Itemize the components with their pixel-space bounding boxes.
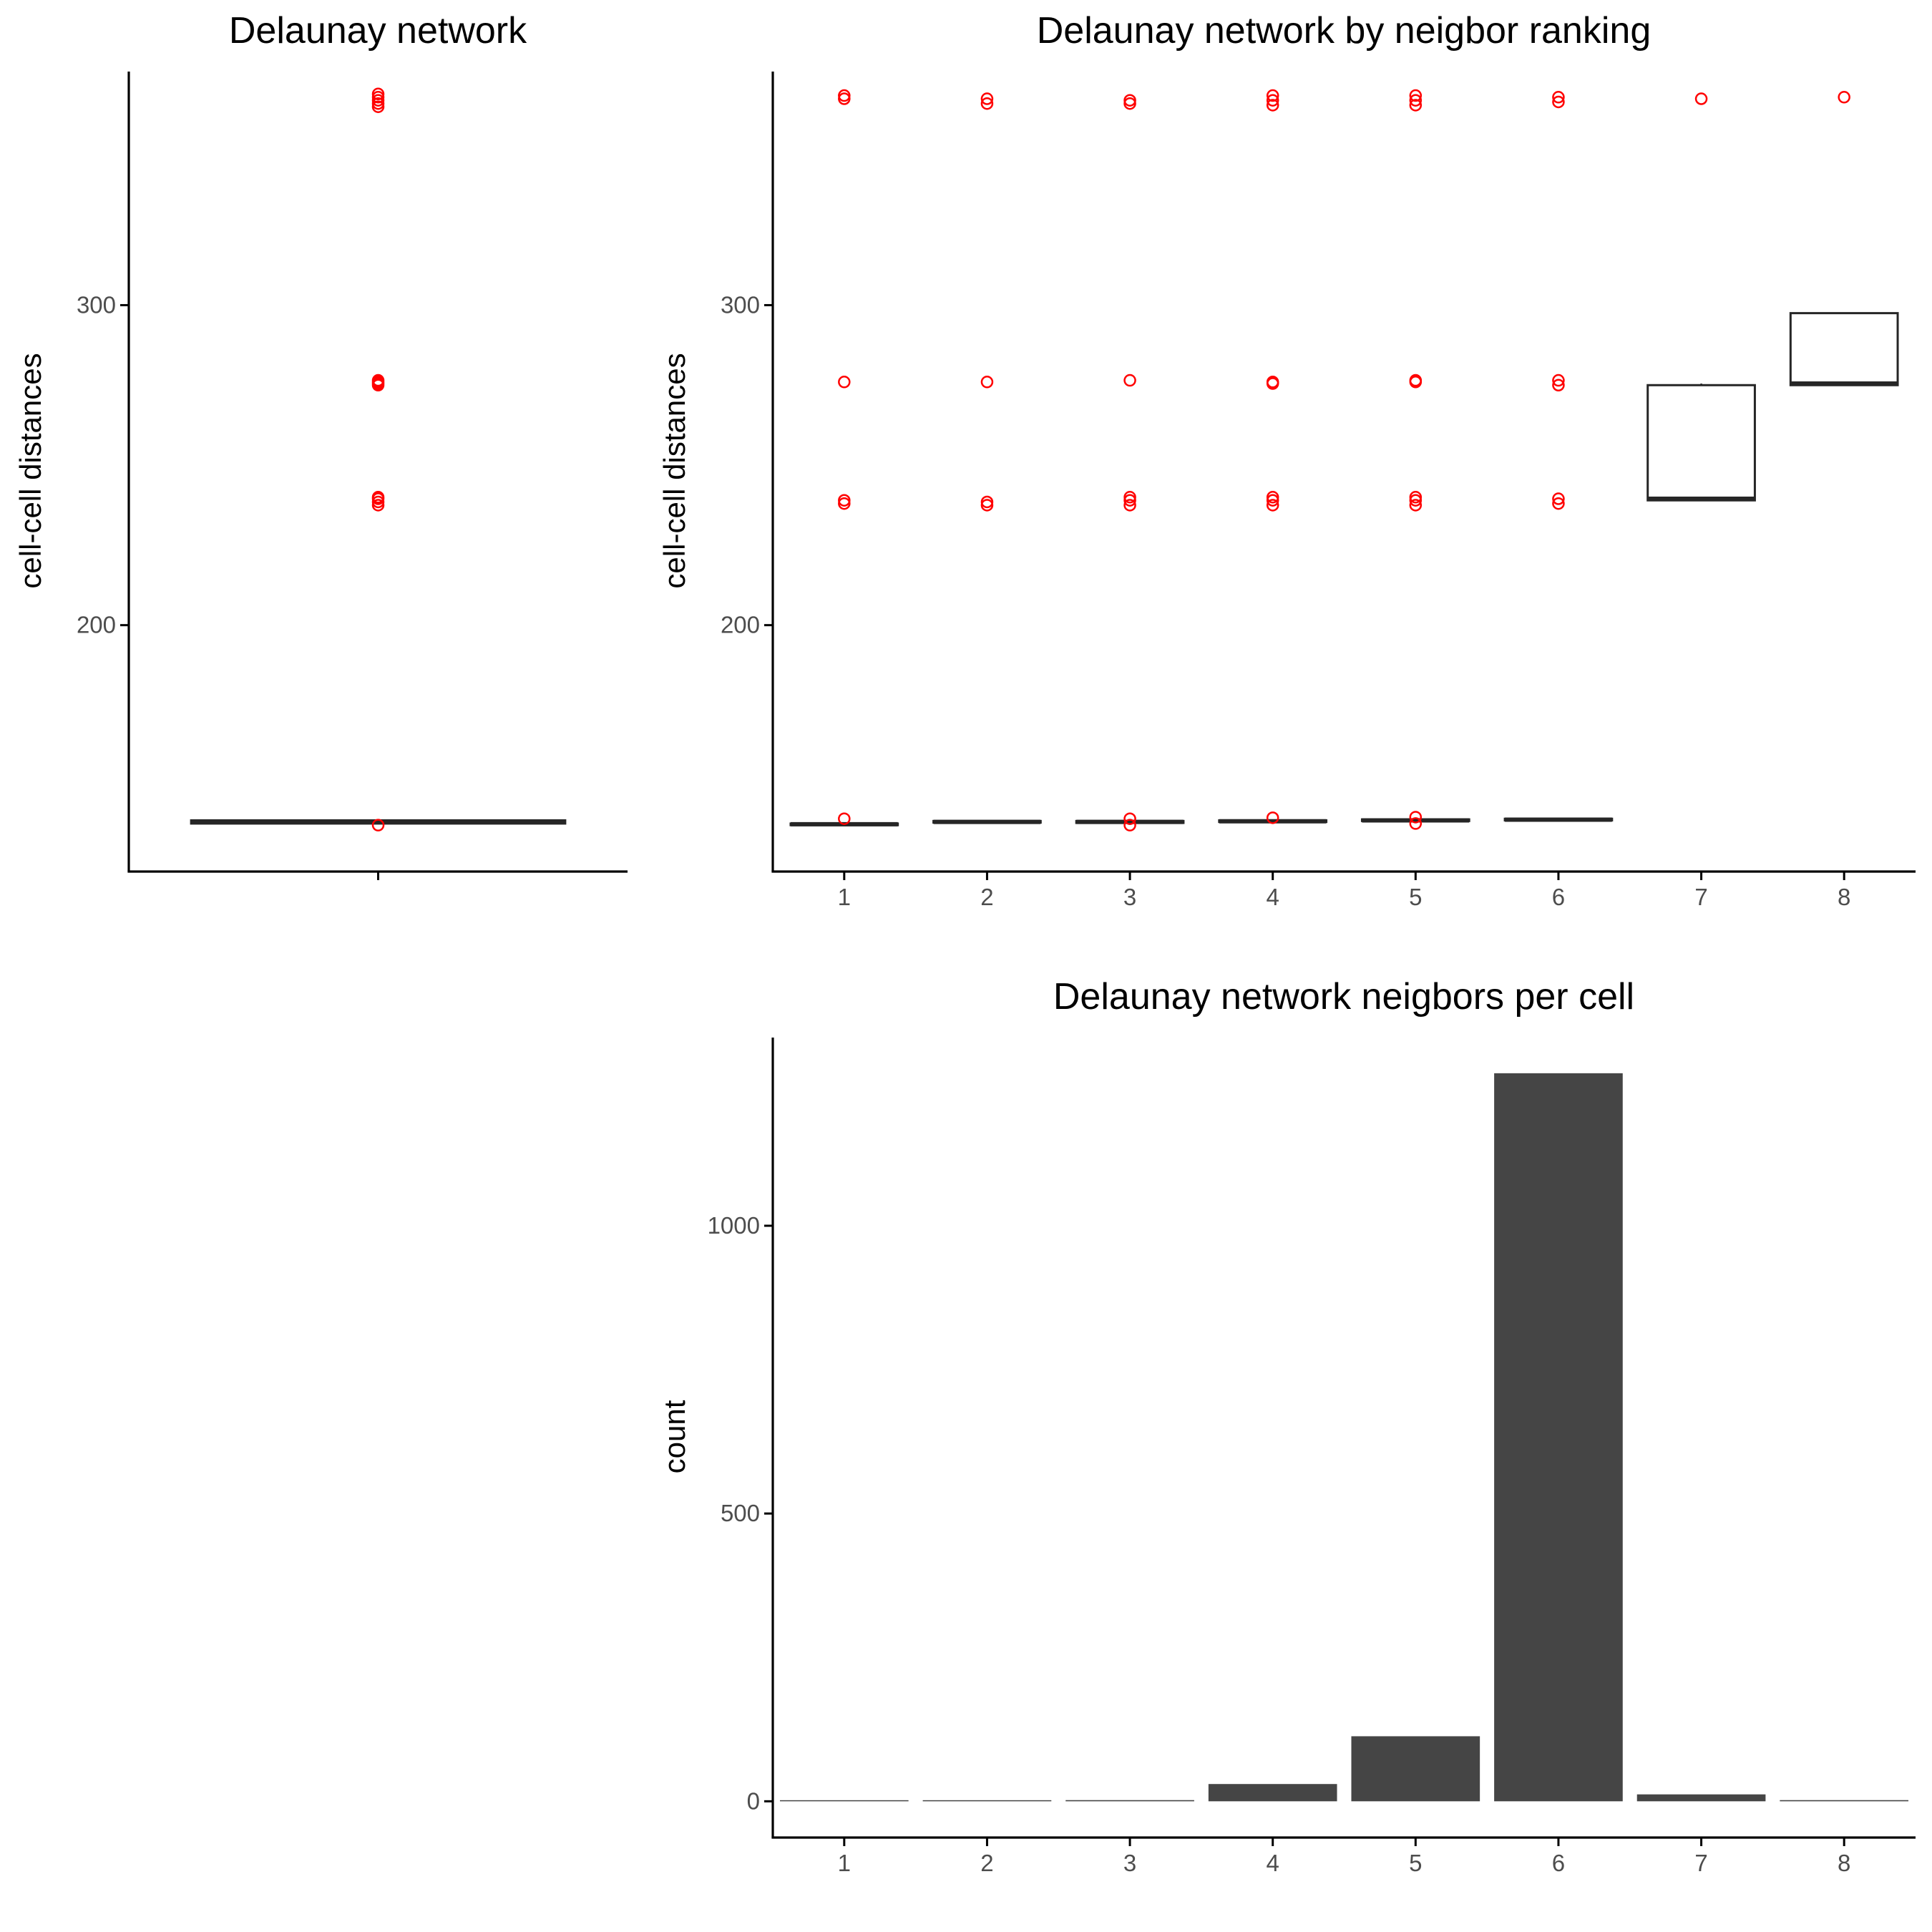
panel2-ylabel: cell-cell distances bbox=[658, 353, 691, 588]
panel2-outlier-point bbox=[1552, 379, 1565, 392]
panel3-x-tick-label: 6 bbox=[1552, 1850, 1565, 1876]
panel-neighbors-per-cell: Delaunay network neigbors per cell count… bbox=[658, 976, 1916, 1876]
panel1-y-tick-label: 300 bbox=[77, 291, 116, 318]
panel3-title: Delaunay network neigbors per cell bbox=[1053, 976, 1634, 1018]
panel2-x-tick-label: 3 bbox=[1123, 884, 1136, 910]
panel1-ylabel: cell-cell distances bbox=[14, 353, 47, 588]
panel2-outlier-point bbox=[1123, 94, 1136, 107]
panel2-outlier-point bbox=[1552, 497, 1565, 510]
panel2-outlier-point bbox=[1409, 89, 1423, 102]
panel3-bar bbox=[1636, 1794, 1766, 1802]
panel2-x-tick-label: 5 bbox=[1409, 884, 1422, 910]
panel2-outlier-point bbox=[1409, 374, 1423, 387]
panel2-plot-area: 200 300 1 2 3 4 5 6 7 8 bbox=[721, 89, 1899, 910]
panel2-outlier-point bbox=[838, 376, 851, 389]
panel2-x-tick-label: 4 bbox=[1267, 884, 1279, 910]
panel2-x-tick-label: 2 bbox=[980, 884, 993, 910]
panel2-box bbox=[1789, 312, 1899, 386]
panel1-outlier-point bbox=[371, 87, 385, 101]
panel2-outlier-point bbox=[1552, 91, 1565, 104]
panel2-outlier-point bbox=[1123, 374, 1136, 387]
panel3-bar bbox=[1780, 1800, 1909, 1802]
panel2-outlier-point bbox=[1409, 99, 1423, 112]
panel2-outlier-point bbox=[1552, 374, 1565, 387]
panel2-x-tick-label: 7 bbox=[1694, 884, 1707, 910]
panel2-outlier-point bbox=[1409, 811, 1423, 824]
panel3-y-tick-label: 1000 bbox=[708, 1212, 760, 1239]
panel3-bar bbox=[1065, 1800, 1194, 1802]
panel3-x-tick-label: 8 bbox=[1838, 1850, 1850, 1876]
panel-delaunay-network: Delaunay network cell-cell distances 200… bbox=[14, 10, 628, 880]
panel2-outlier-point bbox=[1266, 499, 1279, 512]
panel2-outlier-point bbox=[1266, 811, 1279, 824]
panel2-outlier-point bbox=[980, 97, 994, 110]
panel3-x-tick-label: 1 bbox=[838, 1850, 851, 1876]
panel2-outlier-point bbox=[1266, 491, 1279, 504]
panel3-bar bbox=[779, 1800, 909, 1802]
panel3-y-tick-label: 0 bbox=[747, 1787, 760, 1814]
panel2-outlier-point bbox=[1123, 491, 1136, 504]
panel3-y-tick-label: 500 bbox=[721, 1500, 760, 1526]
panel2-outlier-point bbox=[838, 89, 851, 102]
panel-by-neighbor-ranking: Delaunay network by neigbor ranking cell… bbox=[658, 10, 1916, 910]
panel2-x-tick-label: 6 bbox=[1552, 884, 1565, 910]
panel2-outlier-point bbox=[1123, 819, 1136, 831]
panel3-bar bbox=[922, 1800, 1052, 1802]
panel2-outlier-point bbox=[980, 92, 994, 105]
panel1-outlier-point bbox=[371, 819, 385, 831]
panel2-box bbox=[1646, 384, 1756, 502]
panel2-outlier-point bbox=[838, 494, 851, 507]
panel2-y-tick-label: 200 bbox=[721, 612, 760, 638]
panel2-outlier-point bbox=[1409, 817, 1423, 830]
panel2-outlier-point bbox=[1409, 491, 1423, 504]
panel1-outlier-point bbox=[371, 374, 385, 387]
panel2-x-tick-label: 1 bbox=[838, 884, 851, 910]
panel3-plot-area: 0 500 1000 1 2 3 4 5 6 7 8 bbox=[708, 1073, 1909, 1876]
panel2-outlier-point bbox=[1409, 94, 1423, 107]
panel3-bar bbox=[1208, 1784, 1337, 1802]
panel2-outlier-point bbox=[1266, 99, 1279, 112]
panel3-x-tick-label: 4 bbox=[1267, 1850, 1279, 1876]
panel2-x-tick-label: 8 bbox=[1838, 884, 1850, 910]
panel3-x-tick-label: 5 bbox=[1409, 1850, 1422, 1876]
panel2-outlier-point bbox=[1694, 92, 1708, 105]
panel2-outlier-point bbox=[980, 376, 994, 389]
panel3-x-tick-label: 2 bbox=[980, 1850, 993, 1876]
panel3-x-tick-label: 3 bbox=[1123, 1850, 1136, 1876]
panel2-y-tick-label: 300 bbox=[721, 291, 760, 318]
panel3-x-tick-label: 7 bbox=[1694, 1850, 1707, 1876]
panel2-outlier-point bbox=[1838, 91, 1850, 104]
panel2-outlier-point bbox=[838, 812, 851, 825]
panel1-y-tick-label: 200 bbox=[77, 612, 116, 638]
panel2-outlier-point bbox=[1123, 812, 1136, 825]
panel2-outlier-point bbox=[1266, 89, 1279, 102]
panel3-bar bbox=[1494, 1073, 1623, 1802]
panel2-outlier-point bbox=[1409, 499, 1423, 512]
panel2-outlier-point bbox=[980, 495, 994, 509]
panel3-bar bbox=[1351, 1736, 1480, 1802]
panel1-outlier-point bbox=[371, 491, 385, 504]
panel3-ylabel: count bbox=[658, 1400, 691, 1473]
panel1-plot-area: 200 300 bbox=[77, 87, 567, 880]
panel2-outlier-point bbox=[1123, 499, 1136, 512]
panel2-outlier-point bbox=[1552, 492, 1565, 505]
panel2-title: Delaunay network by neigbor ranking bbox=[1037, 10, 1652, 52]
panel2-outlier-point bbox=[1266, 94, 1279, 107]
panel2-outlier-point bbox=[1266, 376, 1279, 389]
panel2-outlier-point bbox=[1552, 95, 1565, 109]
panel1-title: Delaunay network bbox=[229, 10, 527, 52]
